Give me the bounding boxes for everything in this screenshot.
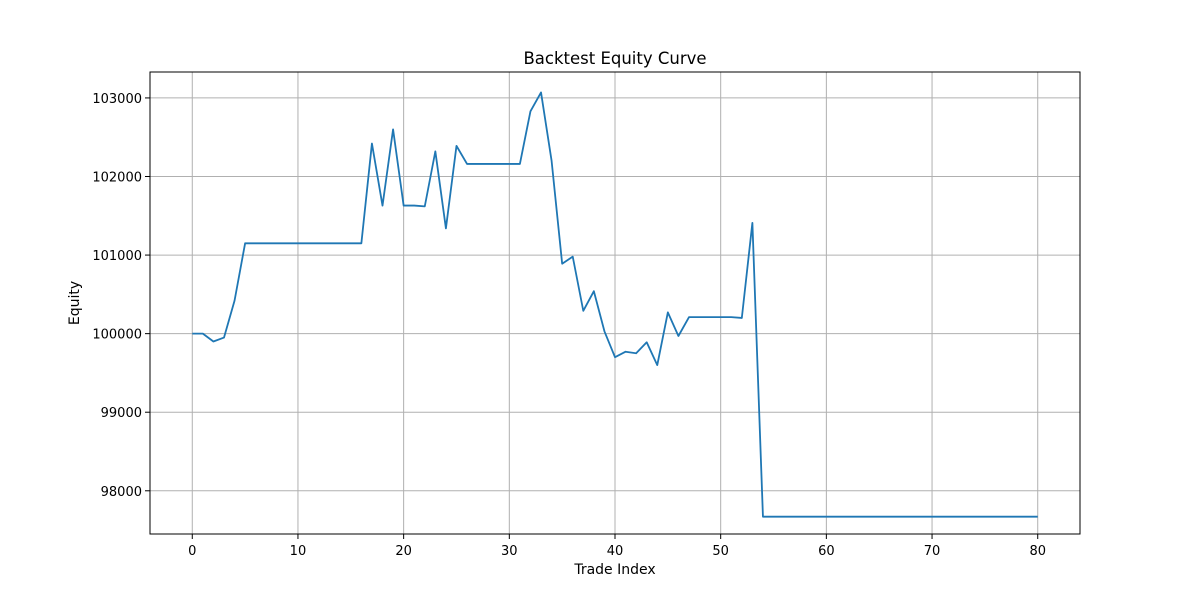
y-tick-label: 100000 xyxy=(92,328,142,343)
y-tick-label: 103000 xyxy=(92,92,142,107)
y-tick-label: 102000 xyxy=(92,171,142,186)
x-tick-label: 80 xyxy=(1029,544,1046,559)
x-tick-label: 50 xyxy=(712,544,729,559)
y-tick-label: 98000 xyxy=(101,485,142,500)
x-tick-label: 0 xyxy=(188,544,196,559)
x-tick-label: 40 xyxy=(607,544,624,559)
x-axis: 0 10 20 30 40 50 60 70 80 xyxy=(188,534,1046,559)
y-tick-label: 99000 xyxy=(101,406,142,421)
y-axis-label: Equity xyxy=(67,281,83,325)
x-tick-label: 60 xyxy=(818,544,835,559)
y-tick-label: 101000 xyxy=(92,249,142,264)
x-tick-label: 10 xyxy=(290,544,307,559)
equity-line xyxy=(192,91,1038,518)
x-tick-label: 70 xyxy=(924,544,941,559)
plot-area xyxy=(192,91,1038,518)
x-axis-label: Trade Index xyxy=(573,562,655,578)
grid xyxy=(150,72,1080,534)
x-tick-label: 30 xyxy=(501,544,518,559)
chart-title: Backtest Equity Curve xyxy=(523,49,706,68)
x-tick-label: 20 xyxy=(395,544,412,559)
y-axis: 98000 99000 100000 101000 102000 103000 xyxy=(92,92,150,500)
